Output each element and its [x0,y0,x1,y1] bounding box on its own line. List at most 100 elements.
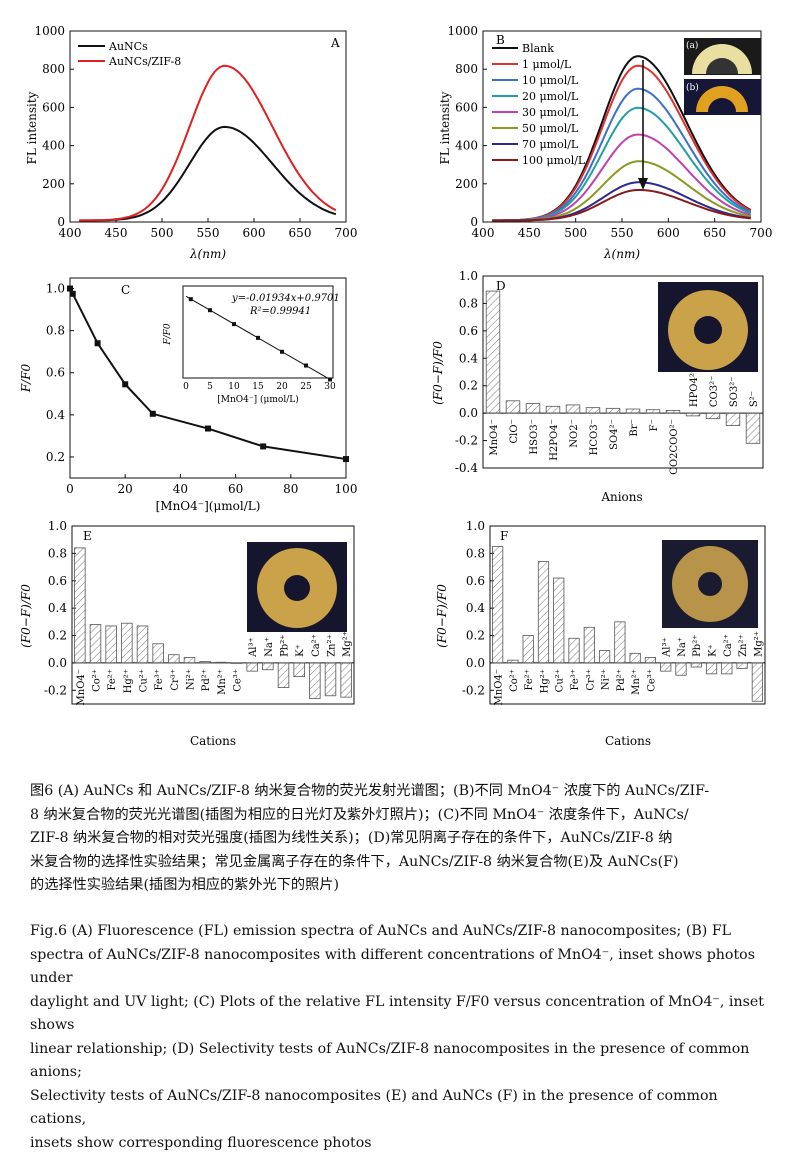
y-tick-label: -0.2 [44,683,67,697]
inset-ylabel: F/F0 [163,323,173,346]
x-tick-label: 0 [66,482,74,496]
data-point [67,286,73,292]
category-label: K⁺ [708,644,719,657]
bar [752,663,762,701]
category-label: ClO⁻ [509,419,520,443]
inset-x-tick: 5 [207,382,213,392]
category-label: MnO4⁻ [489,419,500,456]
caption-cn-line: ZIF-8 纳米复合物的相对荧光强度(插图为线性关系)；(D)常见阴离子存在的条… [30,827,770,851]
bar [706,413,720,418]
category-label: Fe²⁺ [107,669,118,691]
x-tick-label: 600 [243,226,266,240]
bar [586,408,600,413]
bar [137,626,148,663]
inset-point [280,350,284,354]
category-label: HSO3⁻ [529,419,540,454]
y-tick-label: 0.2 [46,450,65,464]
uv-photo-inset: (b) [684,79,761,115]
category-label: Fe³⁺ [154,669,165,691]
panel-d-letter: D [496,279,506,293]
bar [554,578,564,663]
y-tick-label: 1.0 [459,269,478,283]
bar [153,644,164,663]
x-tick-label: 550 [197,226,220,240]
panel-f-chart: 1.00.80.60.40.20.0-0.2 MnO4⁻Co²⁺Fe²⁺Hg²⁺… [400,518,800,753]
inset-point [232,322,236,326]
legend-aunc: AuNCs [108,40,148,53]
bar [122,623,133,663]
bar [278,663,289,688]
bar [310,663,321,699]
bar [75,548,86,663]
caption-cn-line: 米复合物的选择性实验结果；常见金属离子存在的条件下，AuNCs/ZIF-8 纳米… [30,851,770,875]
y-tick-label: 0.2 [466,629,485,643]
x-tick-label: 650 [703,226,726,240]
bar [686,413,700,416]
caption-en-line: linear relationship; (D) Selectivity tes… [30,1038,770,1085]
inset-x-tick: 25 [300,382,312,392]
y-tick-label: 0.8 [46,324,65,338]
bar [341,663,352,697]
series-line [79,66,336,221]
category-label: Zn²⁺ [327,634,338,657]
y-tick-label: 0.6 [466,574,485,588]
bar [606,408,620,413]
figure-caption-en: Fig.6 (A) Fluorescence (FL) emission spe… [30,920,770,1155]
y-tick-label: -0.2 [462,683,485,697]
panel-a-lines [79,66,336,221]
caption-en-line: Selectivity tests of AuNCs/ZIF-8 nanocom… [30,1085,770,1132]
category-label: Ni²⁺ [601,669,612,690]
category-label: Na⁺ [264,637,275,657]
category-label: Mg²⁺ [753,631,764,657]
panel-e-letter: E [83,529,92,543]
category-label: NO2⁻ [569,419,580,448]
y-tick-label: 1.0 [48,519,67,533]
bar [506,401,520,413]
inset-label-b: (b) [686,82,699,93]
inset-label-a: (a) [686,40,698,51]
y-tick-label: 0 [470,215,478,229]
bar [722,663,732,674]
category-label: Cu²⁺ [555,669,566,692]
panel-b-letter: B [496,33,505,47]
inset-x-tick: 30 [324,382,336,392]
bar [169,655,180,663]
bar [661,663,671,671]
category-label: Co²⁺ [92,669,103,692]
bar [526,404,540,414]
inset-r2: R²=0.99941 [249,306,311,317]
x-tick-label: 550 [611,226,634,240]
y-tick-label: 0.4 [48,601,67,615]
bar [615,622,625,663]
legend-aunc-zif8: AuNCs/ZIF-8 [108,55,181,68]
category-label: Cr³⁺ [585,669,596,691]
x-tick-label: 450 [105,226,128,240]
panel-d-chart: 1.00.80.60.40.20.0-0.2-0.4 MnO4⁻ClO⁻HSO3… [400,268,800,518]
inset-point [208,308,212,312]
y-tick-label: 1000 [447,24,478,38]
cation-zif-uv-photo [247,542,347,632]
x-tick-label: 450 [518,226,541,240]
caption-en-line: insets show corresponding fluorescence p… [30,1132,770,1155]
inset-x-tick: 0 [183,382,189,392]
y-tick-label: 0.6 [46,366,65,380]
category-label: S²⁻ [749,391,760,407]
inset-equation: y=-0.01934x+0.9701 [231,293,340,304]
panel-c-xlabel: [MnO4⁻](μmol/L) [156,499,261,513]
legend-label: 50 μmol/L [522,122,579,135]
category-label: Pb²⁺ [280,635,291,657]
category-label: Fe²⁺ [524,669,535,691]
category-label: H2PO4⁻ [549,419,560,461]
category-label: Zn²⁺ [738,634,749,657]
y-tick-label: 0.8 [459,296,478,310]
y-tick-label: 0.0 [466,656,485,670]
legend-label: 30 μmol/L [522,106,579,119]
x-tick-label: 500 [151,226,174,240]
category-label: Ni²⁺ [186,669,197,690]
data-point [95,340,101,346]
y-tick-label: 800 [42,62,65,76]
panel-a-ylabel: FL intensity [25,91,39,164]
caption-cn-line: 8 纳米复合物的荧光光谱图(插图为相应的日光灯及紫外灯照片)；(C)不同 MnO… [30,804,770,828]
bar [746,413,760,443]
